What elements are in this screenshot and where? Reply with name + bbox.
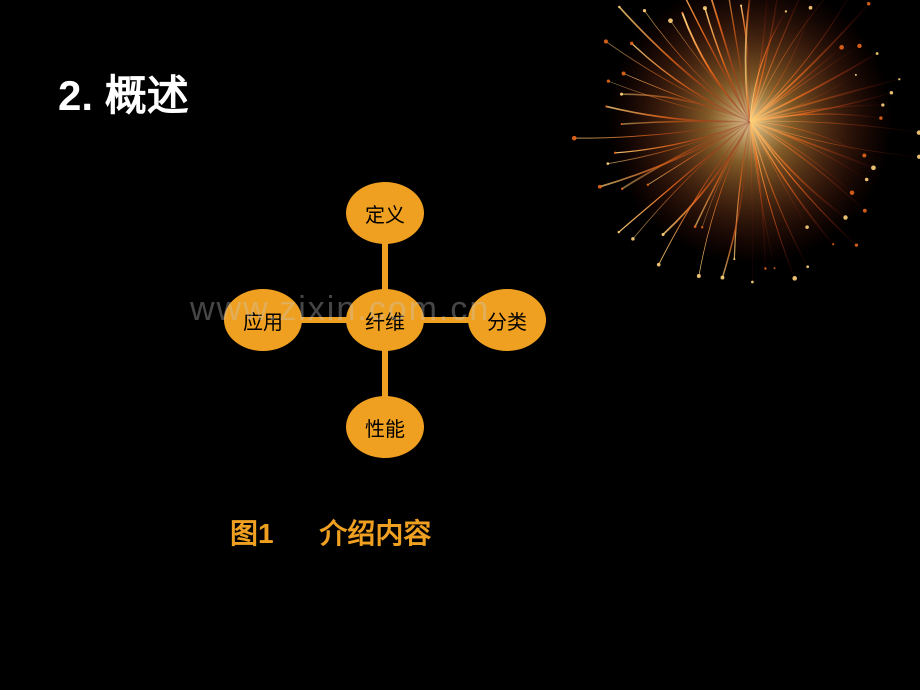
caption-prefix: 图1: [230, 518, 274, 549]
concept-diagram: 定义 应用 纤维 分类 性能: [210, 160, 560, 480]
firework-decoration: [560, 0, 920, 340]
node-top: 定义: [346, 182, 424, 244]
node-right: 分类: [468, 289, 546, 351]
connector-top: [382, 242, 388, 292]
node-bottom: 性能: [346, 396, 424, 458]
connector-left: [300, 317, 348, 323]
node-center: 纤维: [346, 289, 424, 351]
node-left: 应用: [224, 289, 302, 351]
connector-bottom: [382, 348, 388, 398]
connector-right: [422, 317, 470, 323]
figure-caption: 图1 介绍内容: [230, 512, 431, 552]
page-title: 2. 概述: [58, 62, 189, 123]
caption-text: 介绍内容: [319, 518, 431, 549]
